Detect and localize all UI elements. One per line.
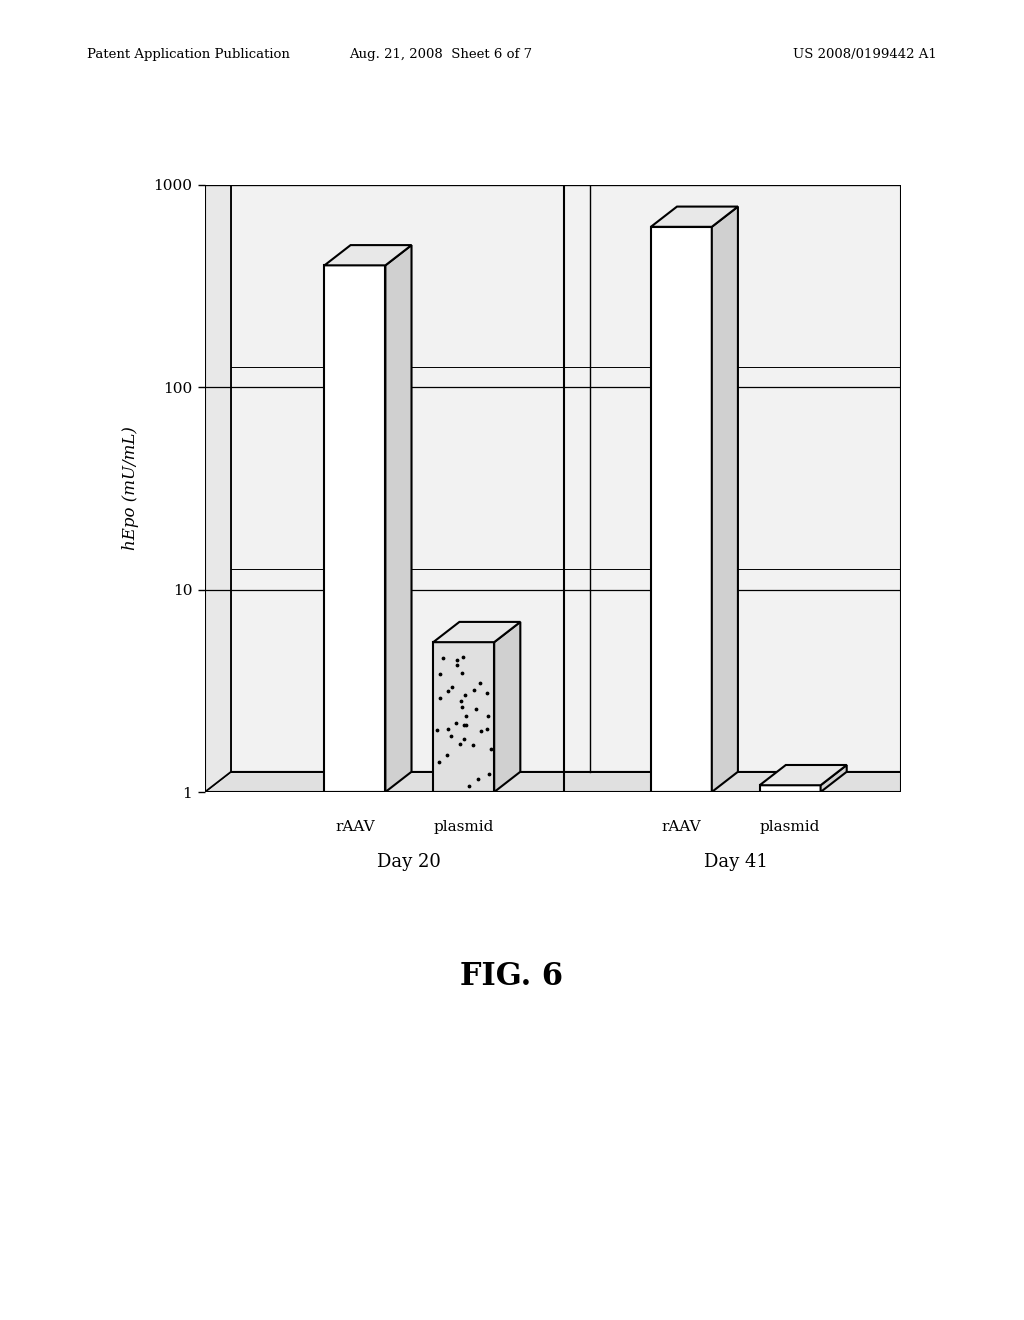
Point — [431, 688, 447, 709]
Text: FIG. 6: FIG. 6 — [461, 961, 563, 993]
Polygon shape — [205, 772, 928, 792]
Polygon shape — [495, 622, 520, 792]
Point — [482, 738, 499, 759]
Point — [453, 690, 469, 711]
Bar — [651, 227, 712, 792]
Text: Patent Application Publication: Patent Application Publication — [87, 48, 290, 61]
Point — [440, 681, 457, 702]
Point — [458, 715, 474, 737]
Text: Day 41: Day 41 — [703, 853, 768, 871]
Point — [431, 664, 447, 685]
Point — [439, 744, 456, 766]
Point — [478, 682, 495, 704]
Point — [455, 661, 471, 682]
Point — [429, 719, 445, 741]
Text: rAAV: rAAV — [662, 820, 701, 834]
Bar — [760, 785, 820, 792]
Polygon shape — [760, 766, 847, 785]
Point — [449, 649, 465, 671]
Point — [479, 719, 496, 741]
Point — [449, 655, 465, 676]
Bar — [433, 642, 495, 792]
Point — [456, 729, 472, 750]
Point — [465, 734, 481, 755]
Point — [461, 775, 477, 796]
Point — [435, 648, 452, 669]
Polygon shape — [385, 246, 412, 792]
Polygon shape — [325, 246, 412, 265]
Point — [447, 713, 464, 734]
Bar — [325, 265, 385, 792]
Polygon shape — [651, 206, 738, 227]
Y-axis label: hEpo (mU/mL): hEpo (mU/mL) — [123, 426, 139, 550]
Point — [473, 721, 489, 742]
Point — [468, 698, 484, 719]
Point — [459, 705, 475, 726]
Polygon shape — [433, 622, 520, 642]
Point — [452, 734, 468, 755]
Polygon shape — [820, 766, 847, 792]
Point — [431, 751, 447, 772]
Text: Aug. 21, 2008  Sheet 6 of 7: Aug. 21, 2008 Sheet 6 of 7 — [349, 48, 531, 61]
Point — [442, 726, 459, 747]
Point — [439, 718, 456, 739]
Text: plasmid: plasmid — [433, 820, 494, 834]
Point — [481, 763, 498, 784]
Point — [480, 705, 497, 726]
Text: US 2008/0199442 A1: US 2008/0199442 A1 — [794, 48, 937, 61]
Point — [455, 647, 471, 668]
Polygon shape — [205, 165, 231, 792]
Polygon shape — [712, 206, 738, 792]
Point — [457, 684, 473, 705]
Point — [443, 676, 460, 697]
Point — [471, 673, 487, 694]
Point — [466, 680, 482, 701]
Text: Day 20: Day 20 — [378, 853, 441, 871]
Point — [470, 768, 486, 789]
Text: rAAV: rAAV — [335, 820, 375, 834]
Text: plasmid: plasmid — [760, 820, 820, 834]
Point — [454, 696, 470, 717]
Point — [456, 714, 472, 735]
